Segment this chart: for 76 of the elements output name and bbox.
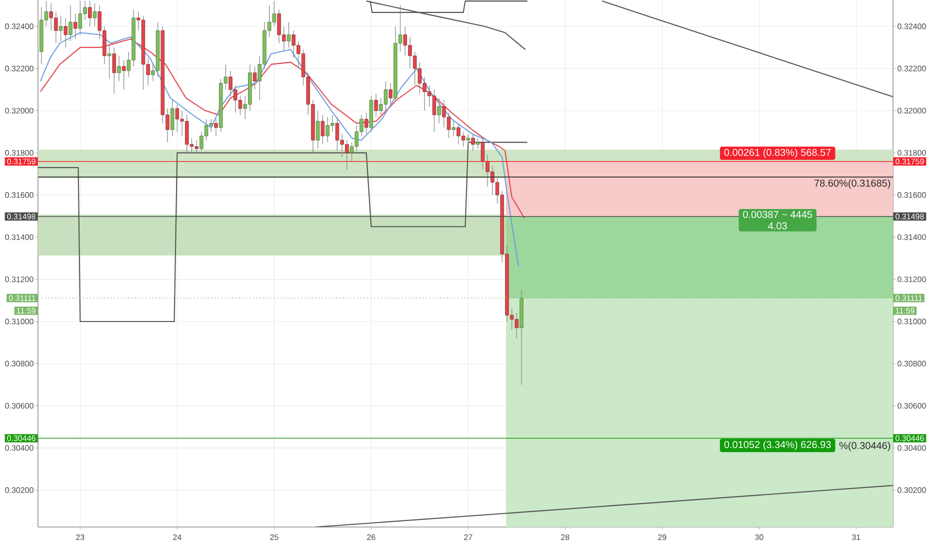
y2-tick-label: 0.31600 [5,192,34,198]
y-tick-label: 0.30800 [898,360,926,366]
y2-tick-label: 0.31800 [5,150,34,156]
candlestick [58,15,63,42]
annotation: 0.01052 (3.34%) 626.93 [724,440,831,450]
x-tick-label: 23 [76,534,84,540]
y-tick-label: 0.31800 [898,150,926,156]
text: 0.31759 [7,158,36,164]
ref-line-label: 78.60%(0.31685) [814,179,890,189]
line-series [366,0,526,50]
y-tick-label: 0.30200 [898,487,926,493]
y-tick-label: 0.31400 [898,234,926,240]
candlestick [364,112,368,134]
y-tick-label: 0.31200 [898,276,926,282]
ref-line-label: 0.30446 [896,435,924,442]
x-tick-label: 25 [270,534,278,540]
text: 0.31111 [8,295,36,301]
x-tick-label: 28 [561,534,570,540]
candlestick [170,100,174,136]
candlestick [117,56,121,82]
y-tick-label: 0.32400 [898,24,926,30]
candlestick [112,47,116,94]
annotation: %(0.30446) [839,442,890,452]
candlestick [471,134,475,152]
candlestick [374,93,378,118]
annotation: 0.00261 (0.83%) 568.57 [724,148,831,158]
x-tick-label: 29 [658,534,666,540]
candlestick [68,4,72,42]
candlestick [476,138,480,149]
candlestick [122,60,126,90]
text: 11:59 [16,308,36,314]
text: 0.30446 [7,435,36,442]
y-tick-label: 0.31600 [898,192,926,198]
y2-tick-label: 0.32200 [5,66,34,72]
y2-tick-label: 0.30400 [5,445,34,451]
candlestick [466,134,470,145]
y2-tick-label: 0.30600 [5,402,34,409]
candlestick [480,138,485,170]
y2-tick-label: 0.31200 [5,276,34,282]
candlestick [320,114,325,145]
candlestick [88,0,92,27]
x-tick-label: 24 [173,534,182,540]
y-tick-label: 0.30600 [898,402,926,409]
y-tick-label: 0.31000 [898,318,926,324]
candlestick [64,18,68,48]
y2-tick-label: 0.31000 [5,318,34,324]
y2-tick-label: 0.30200 [5,487,34,493]
x-tick-label: 27 [464,534,472,540]
x-tick-label: 31 [852,534,860,540]
y2-tick-label: 0.32000 [5,108,34,114]
candlestick [107,44,112,80]
x-tick-label: 26 [367,534,376,540]
candlestick [316,110,320,149]
ref-line-label: 0.31498 [896,214,924,220]
text: 0.31498 [7,214,36,220]
annotation: 4.03 [768,222,787,230]
y2-tick-label: 0.30800 [5,360,34,366]
candlestick [92,2,97,27]
line-series [40,32,520,268]
y2-tick-label: 0.32400 [5,24,34,30]
ref-line-label: 0.31111 [896,295,922,301]
candlestick [286,22,291,48]
y-tick-label: 0.32200 [898,66,926,72]
ref-line-label: 0.31759 [896,158,924,164]
text: 11:59 [896,308,914,314]
candlestick [252,66,257,90]
candlestick [214,118,218,136]
candlestick [452,120,456,136]
y-tick-label: 0.32000 [898,108,926,114]
candlestick [437,98,441,124]
y-tick-label: 0.30400 [898,445,926,451]
x-tick-label: 30 [755,534,764,540]
y2-tick-label: 0.31400 [5,234,34,240]
candlestick [73,13,78,40]
candlestick [388,82,392,105]
annotation: 0.00387 ~ 4445 [743,210,812,218]
